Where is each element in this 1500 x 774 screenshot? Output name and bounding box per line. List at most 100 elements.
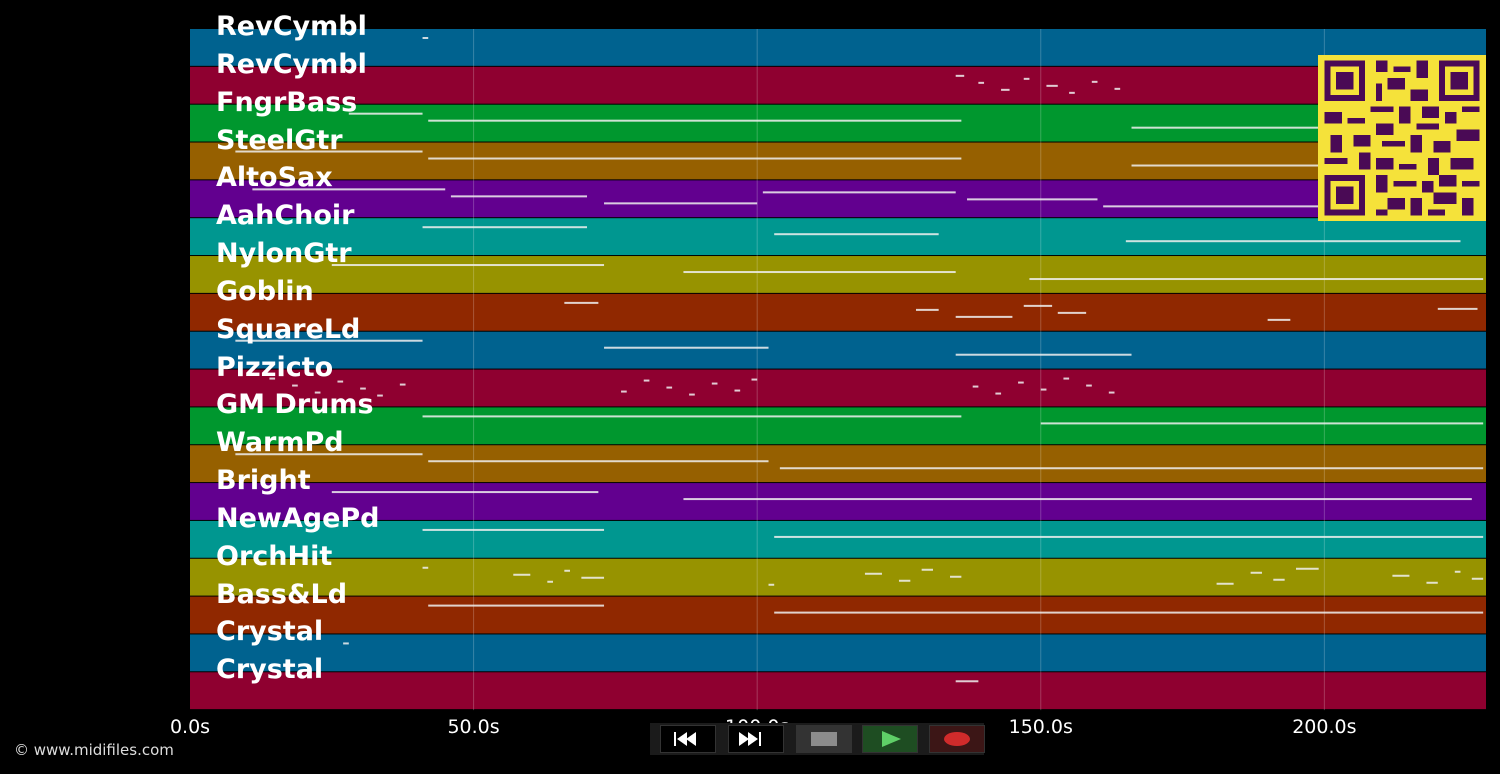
track-label: NylonGtr	[216, 238, 352, 270]
rewind-icon	[674, 732, 696, 746]
x-tick-label: 50.0s	[447, 716, 500, 738]
note-event	[621, 390, 627, 393]
note-event	[1125, 240, 1461, 243]
note-event	[1267, 318, 1291, 321]
note-event	[337, 380, 344, 383]
record-button[interactable]	[929, 725, 985, 753]
stop-button[interactable]	[796, 725, 852, 753]
record-icon	[944, 732, 970, 746]
note-event	[292, 384, 298, 387]
note-event	[955, 74, 965, 77]
note-event	[360, 387, 366, 390]
note-event	[1029, 278, 1484, 281]
track-lane	[190, 66, 1486, 104]
track-lane	[190, 445, 1486, 483]
note-event	[1046, 84, 1058, 87]
track-lane	[190, 293, 1486, 331]
note-event	[955, 680, 979, 683]
note-event	[428, 460, 769, 463]
copyright-text: © www.midifiles.com	[14, 741, 174, 759]
track-lane	[190, 104, 1486, 142]
note-event	[1063, 377, 1070, 380]
note-event	[1295, 567, 1319, 570]
note-event	[972, 385, 979, 388]
note-event	[1392, 574, 1410, 577]
note-event	[235, 339, 423, 342]
note-event	[547, 580, 553, 583]
track-lane	[190, 218, 1486, 256]
note-event	[269, 377, 276, 380]
track-label: Crystal	[216, 616, 324, 648]
note-event	[689, 393, 695, 396]
track-lane	[190, 483, 1486, 520]
note-event	[1216, 582, 1234, 585]
note-event	[1023, 304, 1053, 307]
note-events	[235, 37, 1484, 683]
note-event	[978, 81, 985, 84]
track-lane	[190, 142, 1486, 180]
fast-forward-icon	[739, 732, 761, 746]
note-event	[428, 157, 962, 160]
note-event	[666, 386, 673, 389]
note-event	[422, 37, 429, 39]
track-lane	[190, 634, 1486, 672]
note-event	[1001, 88, 1010, 91]
x-tick-label: 150.0s	[1008, 716, 1073, 738]
note-event	[1069, 91, 1075, 94]
note-event	[428, 119, 962, 122]
note-event	[422, 566, 429, 569]
note-event	[422, 226, 588, 229]
note-event	[314, 391, 321, 394]
note-event	[428, 604, 605, 607]
track-label: RevCymbl	[216, 11, 367, 42]
note-event	[1426, 581, 1438, 584]
track-label: Bright	[216, 465, 311, 497]
track-label: FngrBass	[216, 86, 358, 118]
note-event	[774, 233, 939, 236]
track-label: Bass&Ld	[216, 578, 348, 610]
note-event	[768, 583, 775, 586]
note-event	[1057, 311, 1087, 314]
playback-controls	[650, 723, 985, 755]
note-event	[343, 642, 349, 645]
note-event	[422, 528, 605, 531]
note-event	[683, 498, 1472, 501]
note-event	[921, 568, 934, 571]
note-event	[331, 491, 599, 494]
x-tick-label: 200.0s	[1292, 716, 1357, 738]
note-event	[774, 611, 1484, 614]
note-event	[235, 453, 423, 456]
note-event	[1086, 384, 1092, 387]
track-lane	[190, 407, 1486, 445]
note-event	[1108, 391, 1115, 394]
note-event	[1250, 571, 1262, 574]
note-event	[683, 271, 956, 274]
note-event	[967, 198, 1098, 201]
track-lane	[190, 256, 1486, 293]
note-event	[751, 378, 758, 381]
track-label: AahChoir	[216, 200, 355, 232]
note-event	[915, 308, 939, 311]
fast-forward-button[interactable]	[728, 725, 784, 753]
note-event	[1018, 381, 1024, 384]
note-event	[581, 576, 605, 579]
track-lane	[190, 180, 1486, 218]
play-button[interactable]	[862, 725, 918, 753]
track-label: WarmPd	[216, 427, 344, 459]
note-event	[950, 575, 962, 578]
track-lane	[190, 29, 1486, 66]
track-label: NewAgePd	[216, 502, 380, 534]
note-event	[734, 389, 741, 392]
note-event	[1040, 422, 1484, 425]
track-lane	[190, 558, 1486, 596]
note-event	[1040, 388, 1047, 391]
note-event	[348, 112, 423, 115]
note-event	[1091, 80, 1098, 83]
track-label: Pizzicto	[216, 351, 334, 383]
rewind-button[interactable]	[660, 725, 716, 753]
track-label: SquareLd	[216, 313, 361, 345]
note-event	[1437, 307, 1478, 310]
note-event	[399, 383, 406, 386]
note-event	[564, 569, 571, 572]
track-label: Crystal	[216, 654, 324, 686]
